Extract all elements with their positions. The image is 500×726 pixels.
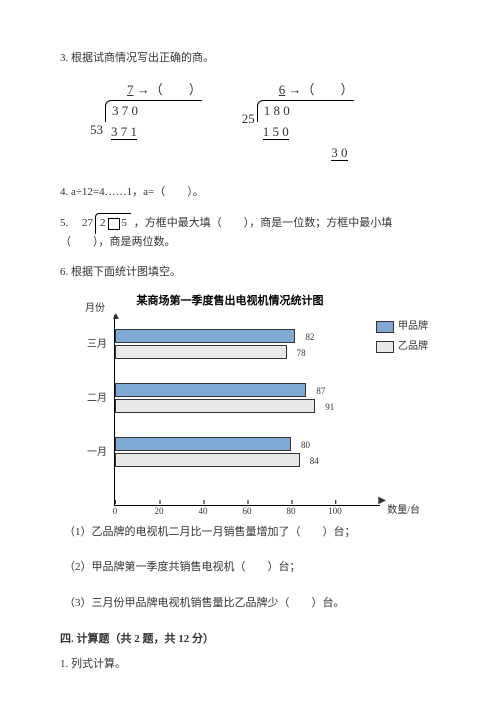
category-label: 三月 — [87, 337, 107, 353]
y-arrow-icon: ▲ — [111, 309, 121, 325]
q5-prefix: 5. — [60, 217, 79, 229]
bar: 91 — [115, 399, 315, 413]
x-tick: 60 — [243, 504, 252, 518]
long-division-2: 25 6 →（ ） 1 8 0 1 5 0 3 0 — [242, 80, 354, 164]
category-label: 一月 — [87, 445, 107, 461]
chart-title: 某商场第一季度售出电视机情况统计图 — [80, 293, 380, 311]
chart-plot-area: ▲ ▶ 月份 数量/台 甲品牌乙品牌 020406080100三月8278二月8… — [114, 315, 380, 506]
page-content: 3. 根据试商情况写出正确的商。 53 7 →（ ） 3 7 0 3 7 1 — [0, 0, 500, 726]
bar: 82 — [115, 329, 295, 343]
legend-item: 乙品牌 — [376, 339, 428, 355]
chart-legend: 甲品牌乙品牌 — [376, 319, 428, 359]
quotient-try-2: 6 — [279, 82, 286, 97]
divisor-1: 53 — [90, 120, 105, 143]
x-arrow-icon: ▶ — [378, 493, 386, 509]
q5-blank-box — [108, 218, 120, 230]
dividend-2: 1 8 0 — [264, 103, 290, 118]
x-axis-label: 数量/台 — [387, 503, 420, 519]
bar-value-label: 80 — [301, 438, 310, 452]
quotient-try-1: 7 — [127, 82, 134, 97]
x-tick: 40 — [199, 504, 208, 518]
sub-question-3: （3）三月份甲品牌电视机销售量比乙品牌少（ ）台。 — [64, 595, 440, 613]
section-4-item-1: 1. 列式计算。 — [60, 656, 440, 674]
bar-value-label: 84 — [310, 454, 319, 468]
long-division-row: 53 7 →（ ） 3 7 0 3 7 1 25 — [90, 80, 440, 164]
x-tick: 0 — [113, 504, 118, 518]
question-6: 6. 根据下面统计图填空。 — [60, 264, 440, 282]
arrow-2: →（ ） — [289, 82, 354, 97]
bar: 80 — [115, 437, 291, 451]
x-tick: 100 — [328, 504, 342, 518]
legend-label: 甲品牌 — [398, 319, 428, 335]
y-axis-label: 月份 — [85, 301, 105, 317]
sub-question-2: （2）甲品牌第一季度共销售电视机（ ）台； — [64, 559, 440, 577]
q5-digit-left: 2 — [100, 215, 106, 233]
bar: 84 — [115, 453, 300, 467]
bar-group: 三月8278 — [115, 329, 380, 361]
bar-group: 二月8791 — [115, 383, 380, 415]
q5-divisor: 27 — [82, 215, 95, 233]
bar-value-label: 91 — [325, 400, 334, 414]
remainder-2: 3 0 — [331, 145, 347, 161]
bar-group: 一月8084 — [115, 437, 380, 469]
bar: 87 — [115, 383, 306, 397]
question-4: 4. a÷12=4……1，a=（ ）。 — [60, 184, 440, 202]
q5-digit-right: 5 — [122, 215, 128, 233]
x-tick: 20 — [155, 504, 164, 518]
q5-division: 27 2 5 — [82, 213, 131, 234]
question-5: 5. 27 2 5 ，方框中最大填（ ），商是一位数；方框中最小填（ ），商是两… — [60, 213, 440, 251]
arrow-1: →（ ） — [137, 82, 202, 97]
long-division-1: 53 7 →（ ） 3 7 0 3 7 1 — [90, 80, 202, 164]
bar-value-label: 82 — [305, 330, 314, 344]
question-3: 3. 根据试商情况写出正确的商。 — [60, 50, 440, 68]
legend-item: 甲品牌 — [376, 319, 428, 335]
product-1: 3 7 1 — [111, 124, 137, 140]
dividend-1: 3 7 0 — [112, 103, 138, 118]
bar-value-label: 87 — [316, 384, 325, 398]
bar-value-label: 78 — [297, 346, 306, 360]
category-label: 二月 — [87, 391, 107, 407]
sub-question-1: （1）乙品牌的电视机二月比一月销售量增加了（ ）台； — [64, 524, 440, 542]
bar: 78 — [115, 345, 287, 359]
product-2: 1 5 0 — [263, 124, 289, 140]
divisor-2: 25 — [242, 109, 257, 132]
bar-chart: 某商场第一季度售出电视机情况统计图 ▲ ▶ 月份 数量/台 甲品牌乙品牌 020… — [80, 293, 380, 506]
x-tick: 80 — [287, 504, 296, 518]
legend-label: 乙品牌 — [398, 339, 428, 355]
section-4-heading: 四. 计算题（共 2 题，共 12 分） — [60, 631, 440, 649]
